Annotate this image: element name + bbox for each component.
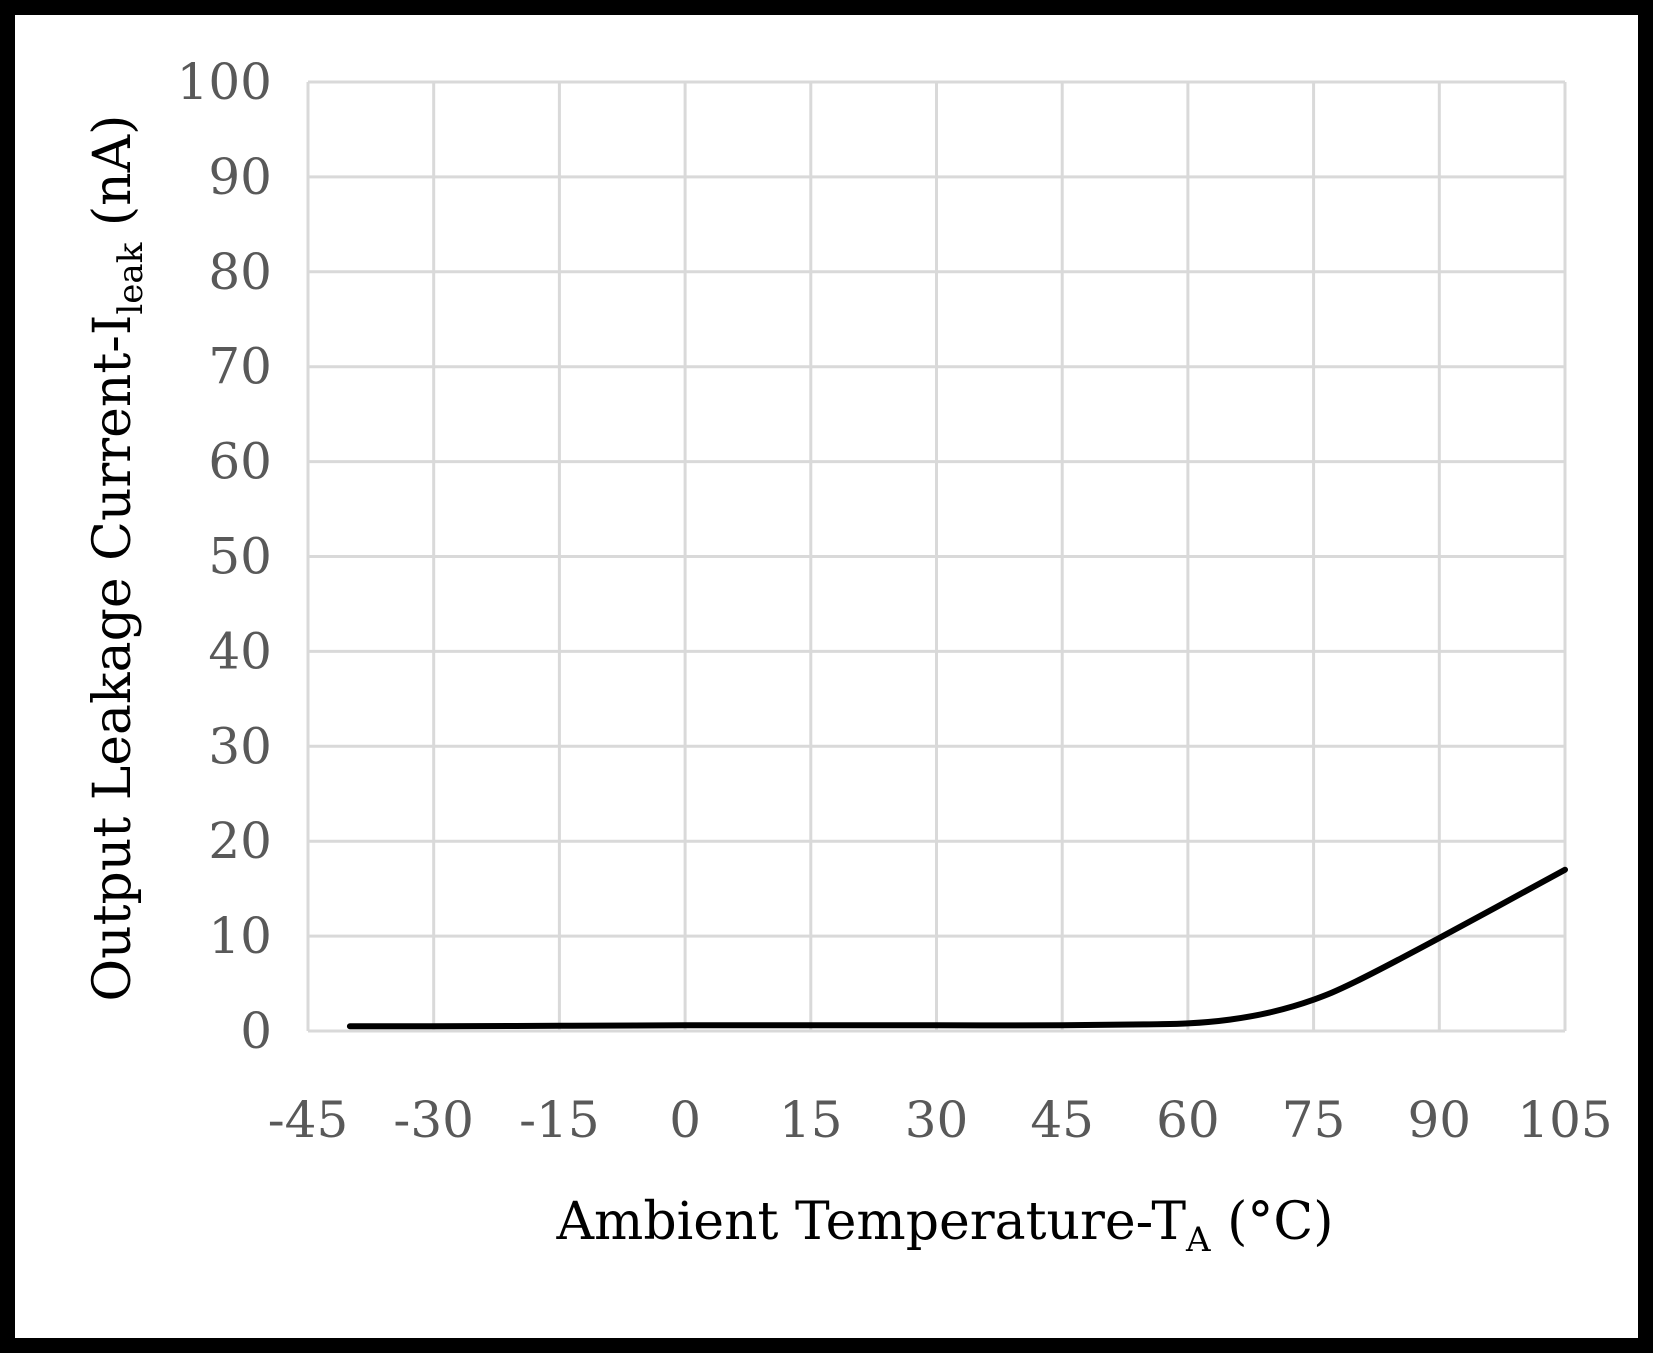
y-tick-label-9: 90 — [208, 148, 272, 206]
y-tick-label-6: 60 — [208, 433, 272, 491]
x-tick-label-9: 90 — [1407, 1091, 1471, 1149]
x-tick-label-4: 15 — [779, 1091, 843, 1149]
y-tick-label-2: 20 — [208, 812, 272, 870]
y-axis-title: Output Leakage Current-Ileak (nA) — [83, 115, 151, 1002]
y-tick-label-10: 100 — [177, 53, 272, 111]
series-line-0 — [346, 866, 1568, 1030]
y-tick-label-7: 70 — [208, 338, 272, 396]
y-tick-label-3: 30 — [208, 717, 272, 775]
y-axis-title-main: Output Leakage Current-I — [83, 315, 143, 1002]
x-tick-label-2: -15 — [519, 1091, 600, 1149]
y-tick-label-0: 0 — [240, 1002, 272, 1060]
x-tick-label-7: 60 — [1156, 1091, 1220, 1149]
chart-background — [15, 15, 1638, 1338]
x-tick-labels: -45 -30 -15 0 15 30 45 60 75 90 105 — [268, 1091, 1613, 1149]
y-tick-label-8: 80 — [208, 243, 272, 301]
y-tick-labels: 0 10 20 30 40 50 60 70 80 90 100 — [177, 53, 272, 1060]
x-tick-label-6: 45 — [1030, 1091, 1094, 1149]
x-axis-title-main: Ambient Temperature-T — [556, 1192, 1187, 1252]
y-tick-label-4: 40 — [208, 622, 272, 680]
x-tick-label-8: 75 — [1282, 1091, 1346, 1149]
x-tick-label-0: -45 — [268, 1091, 349, 1149]
x-tick-label-3: 0 — [669, 1091, 701, 1149]
y-tick-label-5: 50 — [208, 528, 272, 586]
x-axis-title-subscript: A — [1185, 1220, 1211, 1260]
x-axis-title: Ambient Temperature-TA (°C) — [556, 1192, 1334, 1260]
x-tick-label-5: 30 — [905, 1091, 969, 1149]
series-layer — [346, 866, 1568, 1030]
y-axis-title-subscript: leak — [111, 242, 151, 314]
x-tick-label-10: 105 — [1517, 1091, 1612, 1149]
y-tick-label-1: 10 — [208, 907, 272, 965]
x-tick-label-1: -30 — [393, 1091, 474, 1149]
y-axis-title-suffix: (nA) — [83, 115, 143, 243]
x-axis-title-suffix: (°C) — [1211, 1192, 1334, 1252]
